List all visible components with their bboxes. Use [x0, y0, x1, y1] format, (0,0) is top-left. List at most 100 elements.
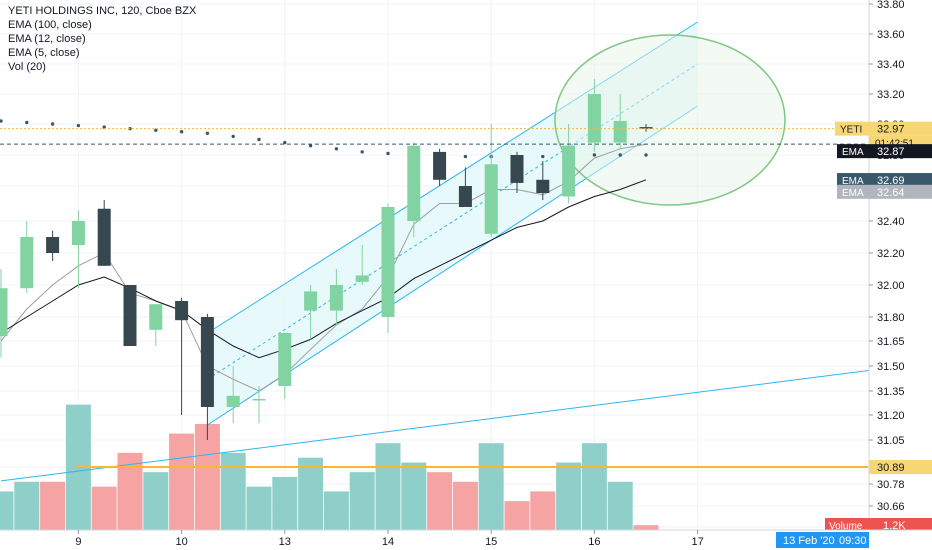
drawings[interactable] — [0, 21, 905, 482]
time-axis[interactable]: 9 10 13 14 15 16 17 13 Feb '20 09:30 — [0, 529, 932, 550]
yeti-price-value-bg — [869, 121, 932, 136]
x-tick-label: 10 — [175, 536, 187, 548]
candle — [381, 203, 395, 333]
candle-body — [355, 275, 369, 282]
y-tick-label: 30.66 — [877, 501, 905, 513]
channel-mid-line — [207, 63, 698, 380]
volume-bar — [375, 443, 401, 530]
ema-100-dot — [386, 151, 390, 156]
ema-100-dot — [102, 125, 106, 129]
highlight-ellipse — [554, 34, 786, 206]
candle-body — [536, 179, 550, 193]
y-tick-label: 33.80 — [877, 0, 905, 11]
crosshair-date: 13 Feb '20 — [783, 535, 835, 547]
candle-body — [329, 285, 343, 311]
ema-100-dot — [50, 122, 55, 126]
candle — [587, 79, 601, 152]
candle — [510, 151, 524, 193]
candle-body — [458, 186, 472, 207]
hline-value: 30.89 — [877, 462, 905, 474]
ema-b-value-bg — [869, 173, 932, 188]
ema-100-dot — [205, 131, 210, 135]
ema-12-line — [0, 179, 647, 359]
y-tick-label: 31.80 — [877, 312, 905, 324]
ema-100-dot — [25, 120, 29, 125]
volume-bar — [452, 481, 478, 530]
candle — [484, 124, 498, 237]
y-tick-label: 33.40 — [877, 59, 905, 71]
candle — [149, 304, 163, 346]
x-tick-label: 13 — [279, 536, 291, 548]
volume-bar — [349, 472, 375, 530]
volume-bar — [194, 423, 220, 530]
candle — [536, 161, 550, 200]
candle-body — [97, 208, 111, 266]
y-tick-label: 33.20 — [877, 89, 905, 101]
x-tick-label: 17 — [691, 536, 703, 548]
candle — [123, 285, 137, 346]
ema-100-dot — [308, 144, 313, 148]
volume-bar — [478, 443, 504, 530]
candle — [639, 124, 653, 132]
y-tick-label: 33.60 — [877, 29, 905, 41]
yeti-tag-label-bg — [835, 121, 869, 136]
candle-body — [175, 301, 189, 321]
y-tick-label: 31.35 — [877, 386, 905, 398]
ema-100-dot — [541, 154, 545, 159]
ema-100-dot — [257, 137, 261, 142]
candle — [252, 386, 266, 424]
y-tick-label: 32.20 — [877, 248, 905, 260]
candle-body — [278, 333, 292, 386]
y-tick-label: 31.20 — [877, 410, 905, 422]
ema-b-value: 32.69 — [877, 175, 905, 187]
candle-body — [123, 285, 137, 346]
price-axis[interactable]: 33.8033.6033.4033.2033.0032.8032.6032.40… — [825, 0, 932, 550]
ema-b-tag-label: EMA — [842, 176, 864, 187]
ema-100-dot — [334, 147, 339, 151]
time-axis-background — [0, 530, 932, 550]
x-tick-label: 9 — [75, 536, 81, 548]
ema-a-value: 32.87 — [877, 146, 905, 158]
volume-bar — [14, 481, 40, 530]
candle — [407, 142, 421, 237]
volume-bar — [323, 491, 349, 530]
candle — [20, 221, 34, 293]
trend-line — [0, 365, 905, 482]
candle-body — [433, 151, 447, 180]
x-tick-label: 14 — [382, 536, 394, 548]
volume-bar — [143, 472, 169, 530]
ema-100-dot — [76, 123, 81, 128]
candle-body — [587, 94, 601, 143]
candles — [0, 79, 653, 440]
y-tick-label: 31.50 — [877, 361, 905, 373]
overlay-lines — [0, 128, 868, 145]
ema-100-dot — [463, 154, 468, 159]
x-tick-label: 15 — [485, 536, 497, 548]
candle — [200, 313, 214, 440]
ema-100-dot — [360, 150, 364, 154]
candle-body — [71, 221, 85, 245]
volume-bar — [272, 476, 298, 530]
crosshair-time-bg — [776, 532, 869, 548]
candle — [355, 245, 369, 285]
y-tick-label: 31.05 — [877, 435, 905, 447]
volume-bar — [530, 491, 556, 530]
candle — [433, 148, 447, 186]
y-tick-label: 32.40 — [877, 216, 905, 228]
candle — [175, 297, 189, 415]
candle-body — [510, 155, 524, 183]
volume-bar — [220, 452, 246, 530]
ema-b-tag-label-bg — [837, 173, 869, 188]
yeti-tag-label: YETI — [840, 125, 862, 136]
crosshair-time: 09:30 — [839, 535, 867, 547]
y-tick-label: 32.00 — [877, 280, 905, 292]
x-tick-label: 16 — [588, 536, 600, 548]
ema-100-dot — [0, 119, 3, 123]
ema-100-dot — [231, 134, 235, 139]
candle-body — [613, 121, 627, 143]
candle — [304, 285, 318, 340]
candle-body — [200, 317, 214, 407]
volume-bar — [581, 443, 607, 530]
ema-a-tag-label-bg — [837, 144, 869, 159]
